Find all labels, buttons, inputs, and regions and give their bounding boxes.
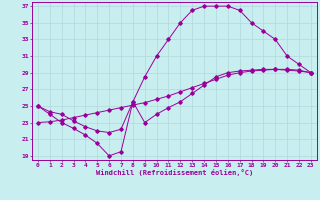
X-axis label: Windchill (Refroidissement éolien,°C): Windchill (Refroidissement éolien,°C) xyxy=(96,169,253,176)
